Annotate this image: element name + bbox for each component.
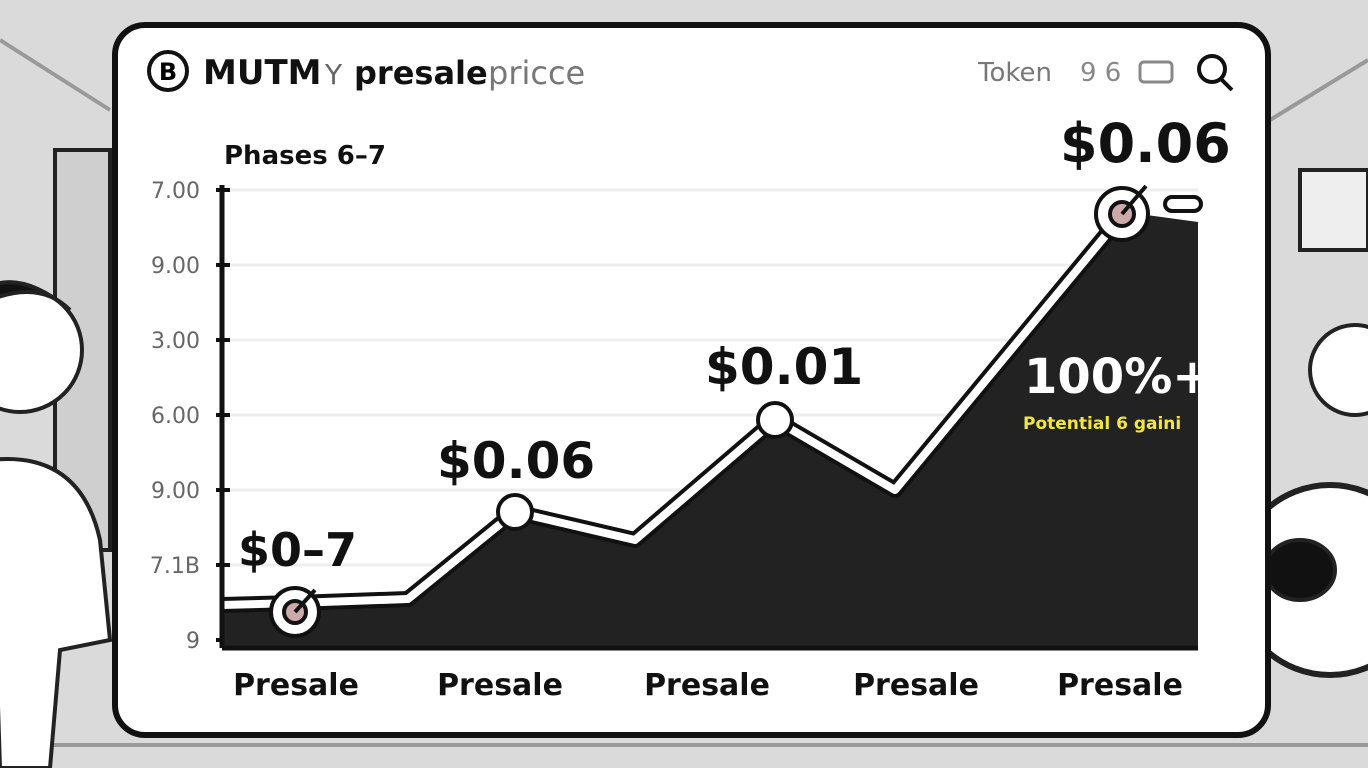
header-badge: 9 6 <box>1080 58 1121 88</box>
title-word: MUTM <box>203 53 321 93</box>
logo <box>147 50 189 92</box>
person-left-body <box>0 457 113 768</box>
chart-subtitle: Phases 6–7 <box>224 141 386 171</box>
y-tick-label: 7.00 <box>151 179 200 204</box>
x-labels: Presale Presale Presale Presale Presale <box>233 668 1183 703</box>
mascot-glasses <box>1263 538 1337 602</box>
title-word: presale <box>354 54 488 92</box>
title-word: pricce <box>488 54 585 92</box>
y-tick-label: 7.1B <box>150 554 200 579</box>
callout-headline: 100%+ <box>1024 349 1213 405</box>
person-right-head <box>1308 323 1368 417</box>
room-lines <box>0 38 1368 747</box>
point-label: $0–7 <box>238 523 357 577</box>
sign <box>1298 168 1368 252</box>
y-tick-label: 6.00 <box>151 404 200 429</box>
logo-letter: B <box>159 58 177 86</box>
search-lens <box>1197 54 1227 84</box>
x-label: Presale <box>644 668 770 703</box>
markers <box>269 184 1203 638</box>
marker-pin <box>293 588 317 614</box>
point-label: $0.06 <box>1060 112 1231 175</box>
area <box>222 212 1198 648</box>
marker <box>756 401 794 439</box>
callout-caption: Potential 6 gaini <box>1023 414 1181 434</box>
x-label: Presale <box>233 668 359 703</box>
header-icon <box>1138 60 1174 84</box>
y-tick-label: 9.00 <box>151 479 200 504</box>
marker-pin <box>1120 184 1148 216</box>
y-tick-label: 9 <box>186 629 200 654</box>
x-label: Presale <box>853 668 979 703</box>
y-tick-label: 3.00 <box>151 329 200 354</box>
person-left-hair <box>0 280 72 312</box>
marker-tag <box>1163 195 1203 213</box>
title-word: Y <box>324 58 343 91</box>
marker <box>496 493 534 531</box>
x-label: Presale <box>1057 668 1183 703</box>
search-button[interactable] <box>1197 54 1234 92</box>
search-handle <box>1219 77 1234 92</box>
y-tick-label: 9.00 <box>151 254 200 279</box>
x-label: Presale <box>437 668 563 703</box>
point-label: $0.01 <box>705 338 863 396</box>
point-label: $0.06 <box>437 432 595 490</box>
header-token: Token <box>977 58 1052 88</box>
